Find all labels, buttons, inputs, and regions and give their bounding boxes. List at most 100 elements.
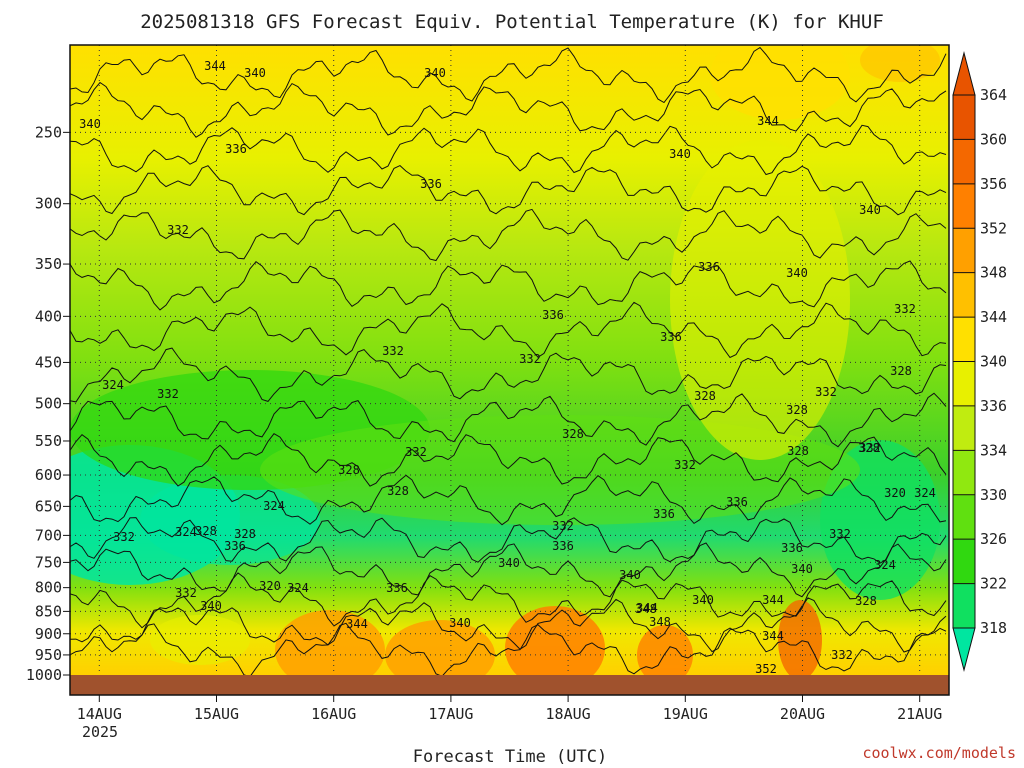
contour-label: 332 [519,352,541,366]
x-tick-label: 15AUG [194,705,239,723]
contour-label: 324 [175,525,197,539]
contour-label: 324 [874,558,896,572]
colorbar-segment [953,494,975,540]
y-tick-label: 300 [35,195,62,213]
y-tick-label: 700 [35,526,62,544]
contour-label: 348 [635,602,657,616]
contour-label: 332 [405,445,427,459]
y-tick-label: 350 [35,255,62,273]
contour-label: 320 [259,579,281,593]
contour-line [70,474,947,526]
contour-line [70,392,947,448]
colorbar-label: 318 [980,619,1007,637]
plot-frame [69,44,950,696]
colorbar-segment [953,317,975,362]
colorbar-label: 326 [980,530,1007,548]
contour-label: 332 [894,302,916,316]
colorbar-label: 356 [980,175,1007,193]
contour-label: 340 [424,66,446,80]
x-tick-label: 19AUG [663,705,708,723]
contour-label: 336 [542,308,564,322]
shading-blob [260,415,860,525]
shading-blob [140,475,320,565]
contour-label: 328 [858,441,880,455]
colorbar-segment [953,139,975,185]
contour-label: 344 [636,601,658,615]
y-tick-label: 450 [35,353,62,371]
field-blobs [70,45,940,675]
contour-label: 328 [338,463,360,477]
contour-label: 336 [653,507,675,521]
contour-label: 328 [234,527,256,541]
contour-label: 336 [698,260,720,274]
contour-line [70,622,947,675]
contour-label: 332 [552,519,574,533]
contour-line [70,433,947,487]
contour-label: 340 [859,203,881,217]
contour-label: 324 [287,581,309,595]
colorbar-top-arrow [952,51,976,96]
y-tick-label: 1000 [26,666,62,684]
contour-label: 340 [200,599,222,613]
contour-label: 328 [855,594,877,608]
contour-label: 336 [224,539,246,553]
contour-label: 336 [781,541,803,555]
contour-label: 340 [619,568,641,582]
x-year-label: 2025 [82,723,118,741]
y-tick-label: 500 [35,395,62,413]
contour-label: 328 [562,427,584,441]
contour-label: 324 [263,499,285,513]
grid-lines [70,45,949,675]
credit-link[interactable]: coolwx.com/models [862,744,1016,762]
y-tick-label: 800 [35,579,62,597]
x-tick-label: 17AUG [428,705,473,723]
colorbar-segment [953,228,975,274]
x-tick-label: 16AUG [311,705,356,723]
x-axis-title: Forecast Time (UTC) [413,747,607,767]
colorbar-label: 334 [980,441,1007,459]
contour-label: 336 [420,177,442,191]
colorbar-segment [953,539,975,585]
colorbar-label: 340 [980,353,1007,371]
colorbar-segment [953,95,975,140]
y-tick-label: 750 [35,553,62,571]
contour-label: 344 [204,59,226,73]
colorbar-label: 352 [980,219,1007,237]
colorbar-label: 348 [980,264,1007,282]
contour-label: 336 [726,495,748,509]
x-axis: 14AUG 15AUG 16AUG 17AUG 18AUG 19AUG 20AUG 21AUG [77,695,942,723]
contour-label: 332 [859,441,881,455]
ground-band [70,675,949,695]
colorbar-segment [953,583,975,629]
x-tick-label: 21AUG [897,705,942,723]
contour-label: 344 [762,629,784,643]
colorbar-segment [953,361,975,407]
contour-label: 336 [552,539,574,553]
shading-blob [150,615,250,665]
contour-label: 332 [113,530,135,544]
colorbar-label: 364 [980,86,1007,104]
y-tick-label: 650 [35,497,62,515]
contour-line [70,542,947,598]
shading-blob [670,140,850,460]
contour-label: 336 [660,330,682,344]
contour-label: 328 [890,364,912,378]
contour-line [70,260,947,311]
x-tick-label: 18AUG [546,705,591,723]
colorbar-segment [953,272,975,318]
colorbar-segment [953,450,975,496]
shading-blob [778,600,822,675]
shading-blob [637,625,693,675]
contour-label: 340 [449,616,471,630]
y-tick-label: 900 [35,625,62,643]
x-tick-label: 20AUG [780,705,825,723]
contour-label: 332 [815,385,837,399]
shading-blob [505,606,605,675]
contour-line [70,208,947,262]
colorbar: 318 322 326 330 334 336 340 344 348 352 356 360 364 [952,51,1007,672]
y-tick-label: 400 [35,307,62,325]
contour-label: 340 [669,147,691,161]
y-tick-label: 600 [35,466,62,484]
